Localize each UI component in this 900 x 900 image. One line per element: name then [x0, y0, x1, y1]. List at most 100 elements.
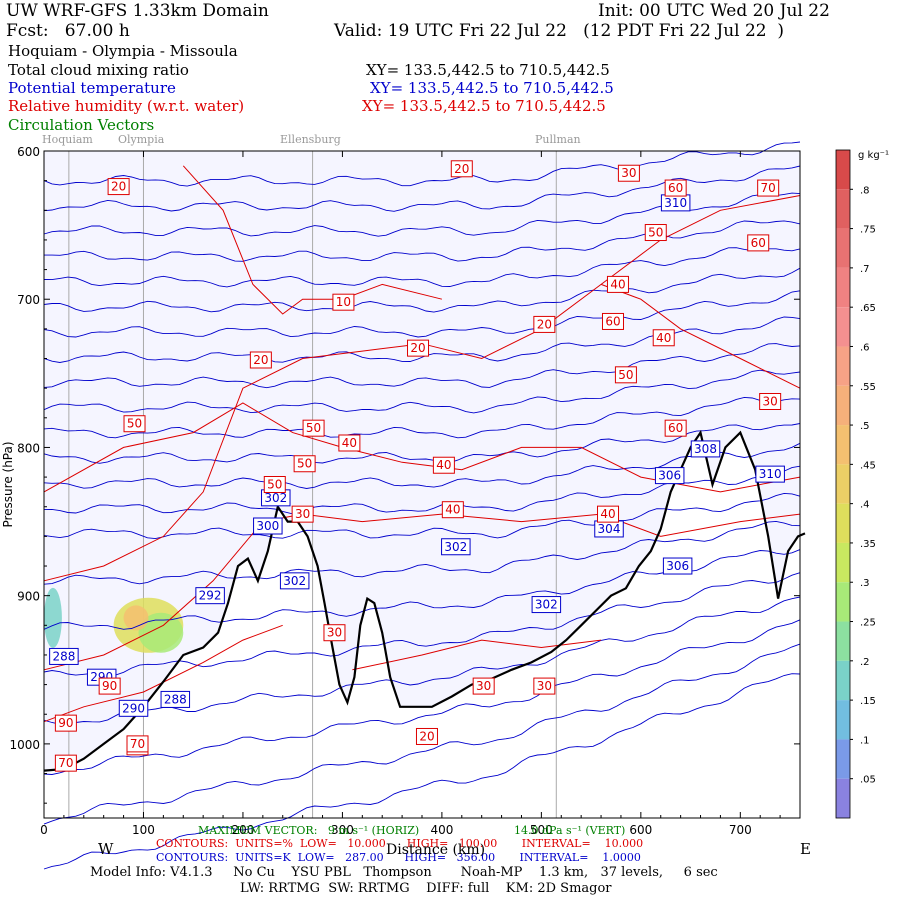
- rh-label-box: [332, 293, 355, 311]
- place-pullman: Pullman: [535, 133, 581, 146]
- rh-contour: [43, 195, 801, 582]
- theta-label: 310: [759, 467, 782, 481]
- cloud-shading: [44, 587, 62, 648]
- colorbar-swatch: [836, 739, 850, 779]
- east-label: E: [800, 840, 811, 858]
- colorbar-label: .45: [860, 460, 876, 471]
- rh-label-box: [407, 339, 430, 357]
- rh-label: 10: [336, 295, 351, 309]
- theta-contour: [43, 290, 801, 338]
- rh-label-box: [664, 179, 687, 197]
- rh-label-box: [291, 505, 314, 523]
- rh-label-box: [126, 735, 149, 753]
- rh-label-box: [249, 351, 272, 369]
- field-cloud-mixing: Total cloud mixing ratio: [8, 61, 189, 79]
- theta-label-box: [279, 572, 310, 590]
- theta-label: 300: [256, 519, 279, 533]
- theta-contour: [43, 442, 801, 489]
- theta-contour: [43, 369, 801, 414]
- x-tick-label: 100: [132, 823, 155, 837]
- max-vector-vert: 14.0 dPa s⁻¹ (VERT): [514, 824, 626, 837]
- colorbar-swatch: [836, 228, 850, 268]
- rh-contour: [43, 402, 801, 493]
- rh-label-box: [302, 419, 325, 437]
- theta-contour: [43, 673, 801, 870]
- xy-rh: XY= 133.5,442.5 to 710.5,442.5: [362, 97, 606, 115]
- rh-contour: [43, 513, 801, 671]
- colorbar-label: .35: [860, 539, 876, 550]
- rh-label: 90: [58, 716, 73, 730]
- rh-label: 30: [327, 626, 342, 640]
- rh-label: 20: [111, 180, 126, 194]
- colorbar-label: .6: [860, 342, 870, 353]
- colorbar-swatch: [836, 621, 850, 661]
- theta-label-box: [118, 699, 149, 717]
- x-tick-label: 0: [40, 823, 48, 837]
- rh-contour-info: CONTOURS: UNITS=% LOW= 10.000 HIGH= 100.…: [156, 837, 644, 850]
- theta-contour: [43, 619, 801, 775]
- theta-contour: [43, 343, 801, 389]
- theta-contour: [43, 643, 801, 825]
- rh-label-box: [293, 455, 316, 473]
- model-title: UW WRF-GFS 1.33km Domain: [6, 1, 269, 21]
- rh-label-box: [450, 160, 473, 178]
- theta-label-box: [441, 538, 471, 556]
- theta-label: 302: [283, 574, 306, 588]
- xy-theta: XY= 133.5,442.5 to 710.5,442.5: [370, 79, 614, 97]
- valid-time: Valid: 19 UTC Fri 22 Jul 22 (12 PDT Fri …: [334, 21, 785, 41]
- rh-label-box: [747, 234, 770, 252]
- theta-contour: [43, 165, 801, 212]
- rh-label: 30: [763, 394, 778, 408]
- x-tick-label: 500: [530, 823, 553, 837]
- rh-label: 40: [600, 507, 615, 521]
- rh-label: 60: [605, 314, 620, 328]
- theta-label-box: [531, 596, 562, 614]
- rh-label: 60: [751, 236, 766, 250]
- rh-label-box: [601, 312, 624, 330]
- rh-label-box: [533, 315, 556, 333]
- x-tick-label: 300: [331, 823, 354, 837]
- theta-contour-info: CONTOURS: UNITS=K LOW= 287.00 HIGH= 356.…: [156, 851, 641, 864]
- theta-label-box: [195, 587, 225, 605]
- colorbar-label: .15: [860, 696, 876, 707]
- rh-label-box: [54, 754, 77, 772]
- theta-contour: [43, 396, 801, 439]
- rh-label-box: [107, 178, 130, 196]
- colorbar-label: .25: [860, 618, 876, 629]
- init-time: Init: 00 UTC Wed 20 Jul 22: [598, 1, 830, 21]
- rh-label-box: [123, 415, 146, 433]
- x-tick-label: 400: [430, 823, 453, 837]
- rh-label-box: [617, 164, 640, 182]
- rh-label: 50: [618, 368, 633, 382]
- rh-contour: [182, 165, 443, 315]
- theta-label-box: [690, 440, 721, 458]
- rh-label-box: [652, 329, 675, 347]
- colorbar-swatch: [836, 346, 850, 386]
- rh-label: 40: [656, 331, 671, 345]
- y-tick-label: 800: [17, 441, 40, 455]
- rh-label-box: [98, 677, 121, 695]
- cloud-shading: [138, 612, 184, 653]
- theta-label: 288: [164, 692, 187, 706]
- x-tick-label: 600: [629, 823, 652, 837]
- theta-contour: [43, 423, 801, 464]
- rh-label-box: [664, 419, 687, 437]
- colorbar-swatch: [836, 503, 850, 543]
- colorbar-label: .5: [860, 421, 870, 432]
- rh-label-box: [263, 476, 286, 493]
- rh-label: 70: [761, 181, 776, 195]
- rh-label-box: [597, 505, 620, 523]
- rh-label: 20: [253, 353, 268, 367]
- colorbar-unit: g kg⁻¹: [858, 150, 889, 161]
- colorbar-swatch: [836, 582, 850, 622]
- rh-label: 40: [445, 503, 460, 517]
- rh-contour: [600, 283, 801, 389]
- y-axis-title: Pressure (hPa): [1, 441, 15, 527]
- rh-label: 20: [419, 729, 434, 743]
- xy-cloud: XY= 133.5,442.5 to 710.5,442.5: [366, 61, 610, 79]
- theta-contour: [43, 247, 801, 288]
- colorbar-swatch: [836, 700, 850, 740]
- rh-label: 20: [537, 317, 552, 331]
- rh-label-box: [472, 677, 495, 695]
- theta-label-box: [755, 465, 785, 483]
